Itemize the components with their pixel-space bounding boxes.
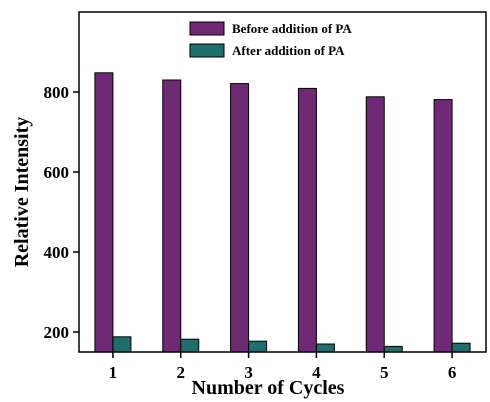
y-tick-label-600: 600	[44, 163, 70, 182]
bar-after-2	[180, 338, 200, 353]
bar-before-1	[94, 72, 114, 353]
x-tick-label-6: 6	[448, 363, 457, 382]
y-tick-label-200: 200	[44, 323, 70, 342]
bar-before-3	[230, 83, 250, 353]
legend-label-after: After addition of PA	[232, 43, 345, 58]
bar-after-4	[315, 343, 335, 353]
x-tick-label-1: 1	[109, 363, 118, 382]
x-tick-label-4: 4	[312, 363, 321, 382]
bars-group	[94, 72, 471, 353]
bar-before-5	[365, 96, 385, 353]
x-axis-title: Number of Cycles	[192, 377, 345, 399]
legend-label-before: Before addition of PA	[232, 21, 352, 36]
bar-before-6	[433, 99, 453, 353]
bar-before-4	[297, 87, 317, 353]
bar-after-5	[383, 345, 403, 353]
legend-swatch-before	[189, 21, 225, 36]
ticks-group: 1 2 3 4 5 6 200 400 600 800	[44, 83, 457, 382]
y-tick-label-400: 400	[44, 243, 70, 262]
axes-group	[78, 11, 487, 353]
x-tick-label-3: 3	[244, 363, 253, 382]
bar-after-3	[248, 340, 268, 353]
bar-after-6	[451, 342, 471, 353]
bar-after-1	[112, 336, 132, 353]
x-tick-label-5: 5	[380, 363, 389, 382]
x-tick-label-2: 2	[177, 363, 186, 382]
y-tick-label-800: 800	[44, 83, 70, 102]
y-axis-title: Relative Intensity	[11, 117, 33, 268]
plot-frame	[78, 11, 487, 353]
bar-before-2	[162, 79, 182, 353]
legend: Before addition of PA After addition of P…	[189, 21, 352, 58]
legend-swatch-after	[189, 43, 225, 58]
